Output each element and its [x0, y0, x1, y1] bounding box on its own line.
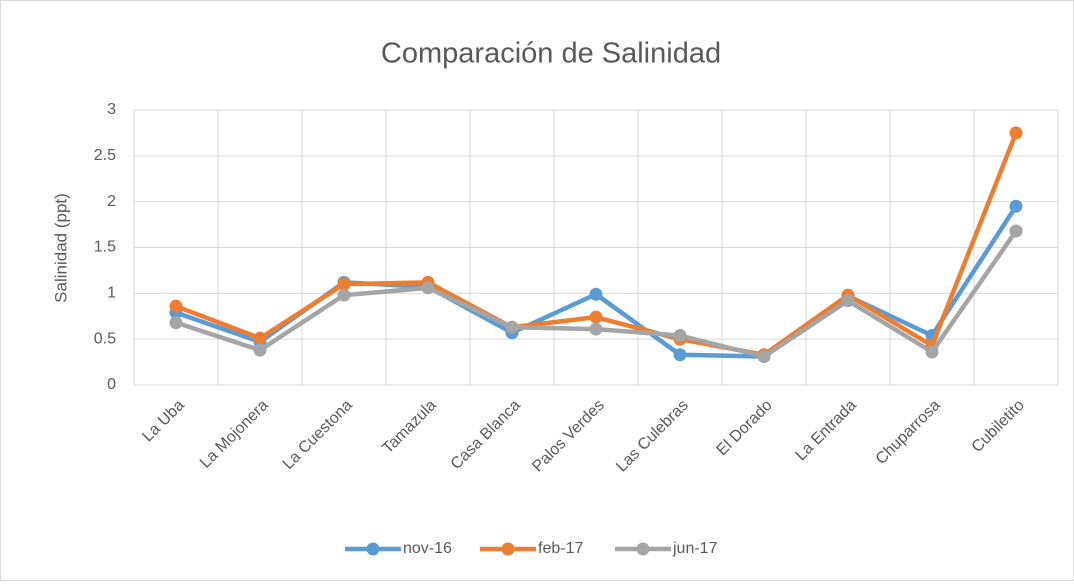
- data-point: [1009, 199, 1023, 213]
- data-point: [841, 294, 855, 308]
- y-tick-label: 1: [107, 285, 116, 302]
- legend-label: feb-17: [538, 540, 583, 557]
- y-tick-label: 2.5: [94, 147, 116, 164]
- data-point: [1009, 224, 1023, 238]
- data-point: [757, 350, 771, 364]
- data-point: [169, 299, 183, 313]
- data-point: [169, 316, 183, 330]
- data-point: [673, 329, 687, 342]
- data-point: [421, 281, 435, 295]
- legend-marker: [366, 542, 380, 556]
- chart-title: Comparación de Salinidad: [381, 38, 721, 70]
- data-point: [925, 345, 939, 359]
- data-point: [505, 320, 519, 334]
- legend-marker: [636, 542, 650, 556]
- y-tick-label: 3: [107, 101, 116, 118]
- data-point: [253, 331, 267, 345]
- y-tick-label: 0: [107, 376, 116, 393]
- y-tick-label: 2: [107, 193, 116, 210]
- legend-marker: [501, 542, 515, 556]
- y-tick-label: 0.5: [94, 330, 116, 347]
- legend-label: nov-16: [403, 540, 452, 557]
- y-tick-label: 1.5: [94, 239, 116, 256]
- data-point: [253, 343, 267, 357]
- data-point: [589, 322, 603, 336]
- data-point: [337, 288, 351, 302]
- y-axis-label: Salinidad (ppt): [51, 193, 70, 303]
- data-point: [589, 287, 603, 301]
- legend-label: jun-17: [672, 540, 718, 557]
- data-point: [589, 310, 603, 324]
- data-point: [1009, 126, 1023, 140]
- data-point: [337, 277, 351, 291]
- data-point: [673, 348, 687, 362]
